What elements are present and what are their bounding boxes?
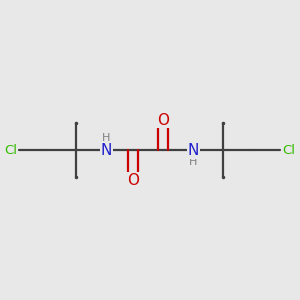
Text: N: N xyxy=(188,142,199,158)
Text: Cl: Cl xyxy=(4,144,18,157)
Text: O: O xyxy=(157,112,169,128)
Text: O: O xyxy=(127,173,139,188)
Text: H: H xyxy=(189,157,197,167)
Text: H: H xyxy=(102,134,110,143)
Text: N: N xyxy=(100,142,112,158)
Text: Cl: Cl xyxy=(282,144,295,157)
